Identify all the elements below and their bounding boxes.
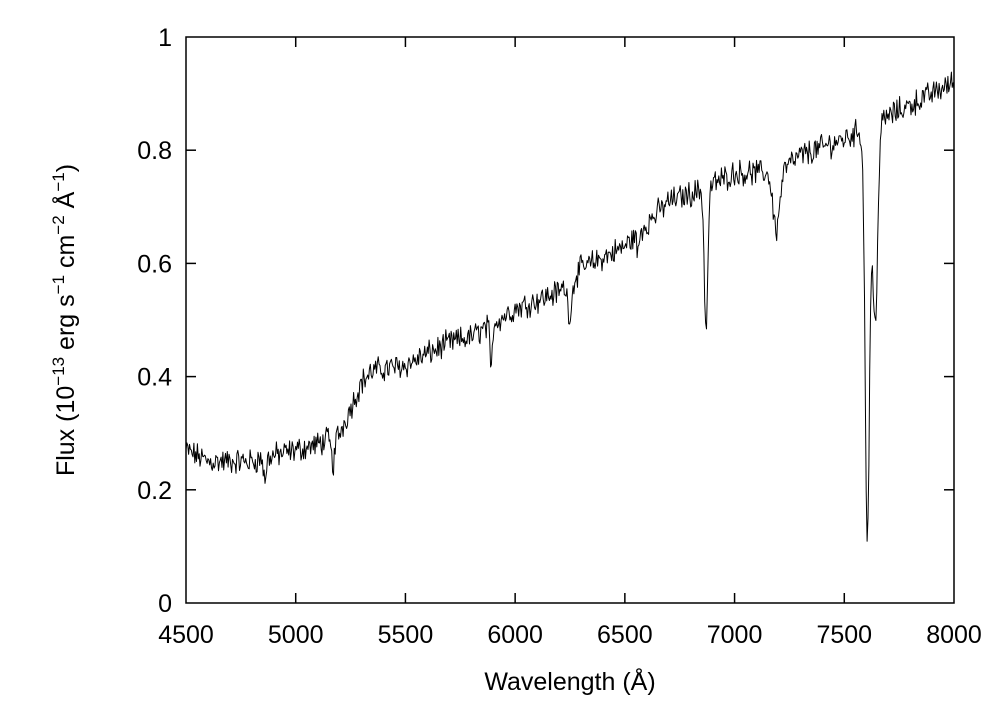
ticks-layer: 4500 5000 5500 6000 6500 7000 7500 8000 0 0.2 0.4 0… [137,24,982,649]
x-axis-label: Wavelength (Å) [484,666,655,696]
y-tick-label: 0.8 [137,137,172,165]
y-label-mid-1: erg s [52,294,80,357]
x-tick-label: 6000 [487,621,543,649]
x-tick-label: 7000 [707,621,763,649]
y-label-suffix: ) [52,164,80,172]
y-label-exp-2: −1 [49,275,68,294]
y-tick-label: 0 [158,590,172,618]
plot-frame [185,36,955,604]
y-label-prefix: Flux (10 [52,386,80,476]
y-label-mid-3: Å [50,191,80,215]
x-tick-label: 5000 [268,621,324,649]
x-tick-label: 8000 [926,621,982,649]
y-axis-label: Flux (10−13 erg s−1 cm−2 Å−1) [49,164,80,476]
x-tick-label: 5500 [378,621,434,649]
y-label-exp-3: −2 [49,215,68,234]
spectrum-line [185,71,955,542]
spectrum-layer [185,71,955,542]
y-label-exp-4: −1 [49,172,68,191]
y-tick-label: 0.4 [137,364,172,392]
x-tick-label: 7500 [816,621,872,649]
y-tick-label: 0.6 [137,250,172,278]
y-tick-label: 1 [158,24,172,52]
x-tick-label: 6500 [597,621,653,649]
x-tick-label: 4500 [158,621,214,649]
y-label-mid-2: cm [52,235,80,275]
y-tick-label: 0.2 [137,477,172,505]
y-label-exp-1: −13 [49,357,68,386]
